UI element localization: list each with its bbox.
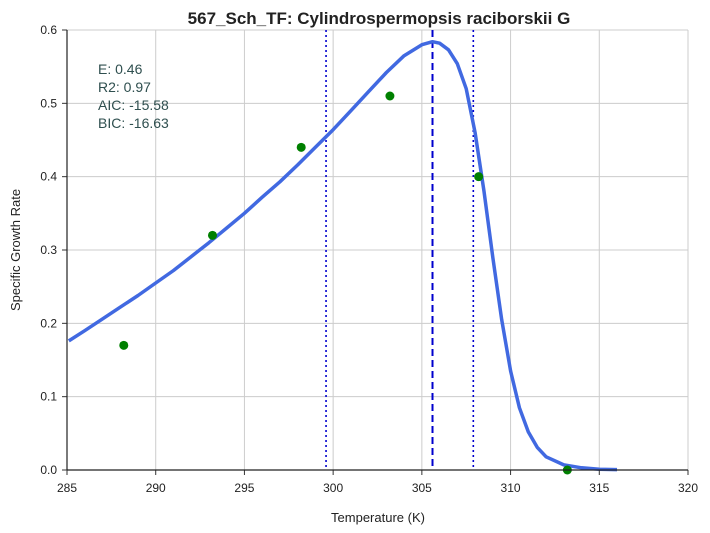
axes: 285 290 295 300 305 310 315 320 0.0 0.1 0.2 0.3 0.4 0… [40, 23, 698, 495]
stat-r2: R2: 0.97 [98, 79, 151, 95]
y-tick-label: 0.4 [40, 170, 57, 184]
stat-bic: BIC: -16.63 [98, 115, 169, 131]
stat-aic: AIC: -15.58 [98, 97, 169, 113]
data-point [207, 230, 217, 240]
fit-statistics: E: 0.46 R2: 0.97 AIC: -15.58 BIC: -16.63 [98, 61, 169, 131]
fit-curve [67, 39, 618, 472]
y-tick-label: 0.5 [40, 96, 57, 110]
y-axis-label: Specific Growth Rate [8, 189, 23, 311]
y-tick-label: 0.1 [40, 390, 57, 404]
data-point [385, 91, 395, 101]
x-tick-label: 295 [234, 481, 254, 495]
data-series [67, 39, 618, 475]
y-tick-label: 0.3 [40, 243, 57, 257]
data-point [296, 142, 306, 152]
vertical-reference-lines [325, 30, 475, 470]
x-axis-label: Temperature (K) [331, 510, 425, 525]
x-tick-label: 290 [146, 481, 166, 495]
x-tick-label: 315 [589, 481, 609, 495]
chart-title: 567_Sch_TF: Cylindrospermopsis raciborsk… [188, 9, 571, 28]
x-tick-label: 320 [678, 481, 698, 495]
y-tick-label: 0.2 [40, 316, 57, 330]
grid-lines [66, 29, 689, 471]
y-tick-label: 0.0 [40, 463, 57, 477]
data-point [119, 340, 129, 350]
x-tick-label: 310 [501, 481, 521, 495]
stat-e: E: 0.46 [98, 61, 143, 77]
x-tick-label: 300 [323, 481, 343, 495]
x-tick-label: 285 [57, 481, 77, 495]
data-point [474, 172, 484, 182]
y-tick-label: 0.6 [40, 23, 57, 37]
x-tick-label: 305 [412, 481, 432, 495]
